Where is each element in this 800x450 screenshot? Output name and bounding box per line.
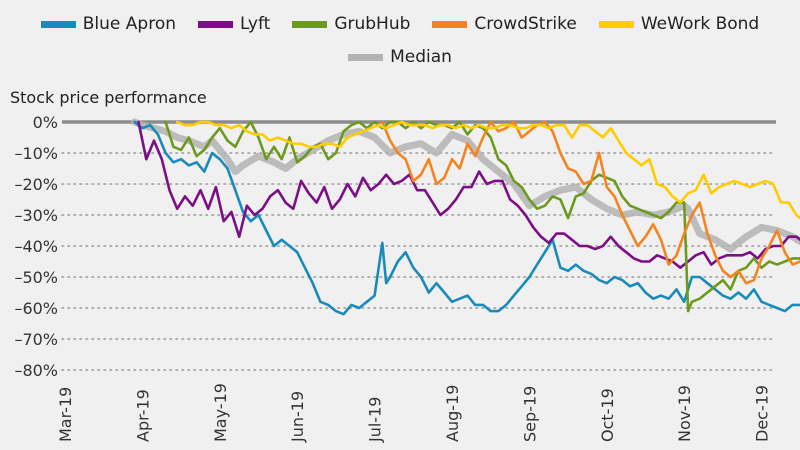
legend-swatch <box>432 20 468 28</box>
x-axis: Mar-19 Apr-19 May-19 Jun-19 Jul-19 Aug-19 Sep-… <box>56 383 772 443</box>
series-line-median <box>131 118 800 253</box>
x-tick-label: May-19 <box>211 383 230 442</box>
series-line-wework-bond <box>175 120 800 220</box>
legend-label: Median <box>390 47 452 67</box>
legend-swatch <box>292 20 328 28</box>
legend-label: CrowdStrike <box>474 14 577 34</box>
legend-label: Blue Apron <box>82 14 176 34</box>
x-tick-label: Oct-19 <box>598 388 617 442</box>
series-line-blue-apron <box>133 120 800 316</box>
y-tick-label: –40% <box>14 237 58 256</box>
x-tick-label: Sep-19 <box>520 386 539 442</box>
chart-title: Stock price performance <box>10 88 207 107</box>
y-tick-label: –50% <box>14 268 58 287</box>
legend-swatch <box>40 20 76 28</box>
legend-item: Median <box>348 47 452 67</box>
x-tick-label: Aug-19 <box>443 385 462 442</box>
y-tick-label: 0% <box>33 113 58 132</box>
y-tick-label: –60% <box>14 299 58 318</box>
y-tick-label: –80% <box>14 361 58 380</box>
legend-item: Blue Apron <box>40 14 176 34</box>
y-tick-label: –20% <box>14 175 58 194</box>
x-tick-label: Jun-19 <box>288 391 307 443</box>
series-lines <box>131 118 800 316</box>
series-line-grubhub <box>164 120 800 313</box>
legend-label: GrubHub <box>334 14 411 34</box>
series-line-lyft <box>137 120 800 270</box>
x-tick-label: Apr-19 <box>133 389 152 442</box>
x-tick-label: Jul-19 <box>366 397 385 443</box>
legend-swatch <box>198 20 233 28</box>
x-tick-label: Dec-19 <box>753 385 772 442</box>
legend-row-2: Median <box>0 47 800 67</box>
legend-swatch <box>598 20 634 28</box>
legend-item: CrowdStrike <box>432 14 577 34</box>
y-axis: 0% –10% –20% –30% –40% –50% –60% –70% –80% <box>14 113 58 380</box>
legend-row-1: Blue Apron Lyft GrubHub CrowdStrike WeWork B… <box>0 14 800 34</box>
y-tick-label: –10% <box>14 144 58 163</box>
legend-item: WeWork Bond <box>598 14 760 34</box>
x-tick-label: Mar-19 <box>56 387 75 442</box>
y-tick-label: –70% <box>14 330 58 349</box>
legend-label: WeWork Bond <box>640 14 760 34</box>
series-line-crowdstrike <box>380 120 800 285</box>
legend-item: Lyft <box>198 14 270 34</box>
gridlines <box>61 120 777 371</box>
legend-item: GrubHub <box>292 14 410 34</box>
legend-swatch <box>348 53 384 61</box>
legend-label: Lyft <box>240 14 271 34</box>
x-tick-label: Nov-19 <box>675 385 694 442</box>
y-tick-label: –30% <box>14 206 58 225</box>
